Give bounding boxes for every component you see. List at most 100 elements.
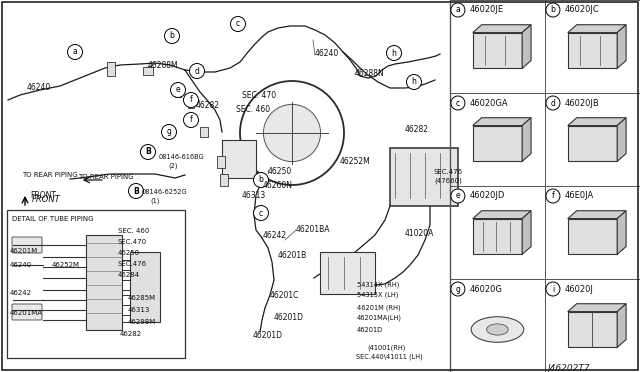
Bar — [107, 62, 115, 76]
FancyBboxPatch shape — [12, 237, 42, 253]
Text: 46020JE: 46020JE — [470, 6, 504, 15]
Polygon shape — [568, 25, 626, 33]
Text: 46313: 46313 — [242, 190, 266, 199]
Text: TO REAR PIPING: TO REAR PIPING — [78, 174, 134, 180]
Text: e: e — [456, 192, 460, 201]
Text: d: d — [195, 67, 200, 76]
Text: 46201D: 46201D — [357, 327, 383, 333]
Text: 46020J: 46020J — [565, 285, 594, 294]
Text: SEC.476: SEC.476 — [434, 169, 463, 175]
Ellipse shape — [471, 317, 524, 342]
Text: 46020JC: 46020JC — [565, 6, 600, 15]
Text: h: h — [392, 48, 396, 58]
Circle shape — [546, 3, 560, 17]
Text: 46250: 46250 — [118, 250, 140, 256]
Text: 46285M: 46285M — [128, 295, 156, 301]
Text: 41020A: 41020A — [405, 230, 435, 238]
Text: 46250: 46250 — [268, 167, 292, 176]
Text: 08146-616BG: 08146-616BG — [159, 154, 205, 160]
Bar — [568, 126, 617, 161]
Bar — [7, 210, 185, 358]
Polygon shape — [617, 118, 626, 161]
Circle shape — [184, 112, 198, 128]
Polygon shape — [522, 211, 531, 254]
Text: f: f — [189, 96, 193, 105]
Text: 46201BA: 46201BA — [296, 224, 330, 234]
Text: J46202T7: J46202T7 — [548, 364, 591, 372]
Circle shape — [189, 64, 205, 78]
Text: 08146-6252G: 08146-6252G — [142, 189, 188, 195]
Circle shape — [161, 125, 177, 140]
Bar — [175, 87, 181, 97]
Text: 46298M: 46298M — [128, 319, 156, 325]
Text: 46242: 46242 — [10, 290, 32, 296]
Polygon shape — [473, 25, 531, 33]
Text: DETAIL OF TUBE PIPING: DETAIL OF TUBE PIPING — [12, 216, 93, 222]
Circle shape — [170, 83, 186, 97]
Circle shape — [253, 205, 269, 221]
Text: 46282: 46282 — [196, 100, 220, 109]
Bar — [220, 174, 228, 186]
Text: b: b — [550, 6, 556, 15]
Text: c: c — [259, 208, 263, 218]
Text: 46201D: 46201D — [253, 330, 283, 340]
Text: e: e — [176, 86, 180, 94]
Bar — [390, 148, 458, 206]
Circle shape — [264, 105, 321, 161]
Text: 46313: 46313 — [128, 307, 150, 313]
Bar — [473, 33, 522, 68]
Text: 46288M: 46288M — [148, 61, 179, 71]
Polygon shape — [522, 25, 531, 68]
Bar — [86, 235, 122, 330]
Circle shape — [240, 81, 344, 185]
Circle shape — [230, 16, 246, 32]
Text: 46201MA(LH): 46201MA(LH) — [357, 315, 402, 321]
Text: 46020G: 46020G — [470, 285, 503, 294]
Text: 46201MA: 46201MA — [10, 310, 43, 316]
Text: 46240: 46240 — [27, 83, 51, 93]
Bar — [568, 312, 617, 347]
Text: 46260N: 46260N — [263, 180, 293, 189]
Text: FRONT: FRONT — [32, 196, 61, 205]
Text: a: a — [72, 48, 77, 57]
Text: 46282: 46282 — [405, 125, 429, 135]
Ellipse shape — [486, 324, 508, 335]
Text: 46020GA: 46020GA — [470, 99, 509, 108]
Text: (1): (1) — [150, 198, 159, 204]
Text: 46201C: 46201C — [270, 292, 300, 301]
Bar — [130, 252, 160, 322]
Text: g: g — [166, 128, 172, 137]
Polygon shape — [522, 118, 531, 161]
Text: SEC.470: SEC.470 — [118, 239, 147, 245]
Circle shape — [546, 189, 560, 203]
Text: (2): (2) — [168, 163, 177, 169]
Text: f: f — [552, 192, 554, 201]
Text: TO REAR PIPING: TO REAR PIPING — [22, 172, 78, 178]
Text: 46201M: 46201M — [10, 248, 38, 254]
Circle shape — [451, 96, 465, 110]
Bar — [473, 126, 522, 161]
Text: c: c — [456, 99, 460, 108]
Text: 46020JD: 46020JD — [470, 192, 506, 201]
Text: i: i — [552, 285, 554, 294]
Bar — [200, 127, 208, 137]
Text: 46201D: 46201D — [274, 314, 304, 323]
Circle shape — [164, 29, 179, 44]
Text: SEC. 460: SEC. 460 — [118, 228, 149, 234]
Text: (41001(RH): (41001(RH) — [367, 345, 405, 351]
Circle shape — [129, 183, 143, 199]
Text: b: b — [170, 32, 175, 41]
Polygon shape — [473, 211, 531, 219]
Polygon shape — [473, 118, 531, 126]
Text: SEC.440\41011 (LH): SEC.440\41011 (LH) — [356, 354, 423, 360]
Bar — [143, 67, 153, 75]
Circle shape — [387, 45, 401, 61]
Bar — [222, 140, 256, 178]
Text: (47660): (47660) — [434, 178, 462, 184]
Polygon shape — [617, 211, 626, 254]
Circle shape — [546, 96, 560, 110]
Text: 46284: 46284 — [118, 272, 140, 278]
Text: 46242: 46242 — [263, 231, 287, 241]
Circle shape — [451, 282, 465, 296]
Text: SEC. 460: SEC. 460 — [236, 105, 270, 113]
